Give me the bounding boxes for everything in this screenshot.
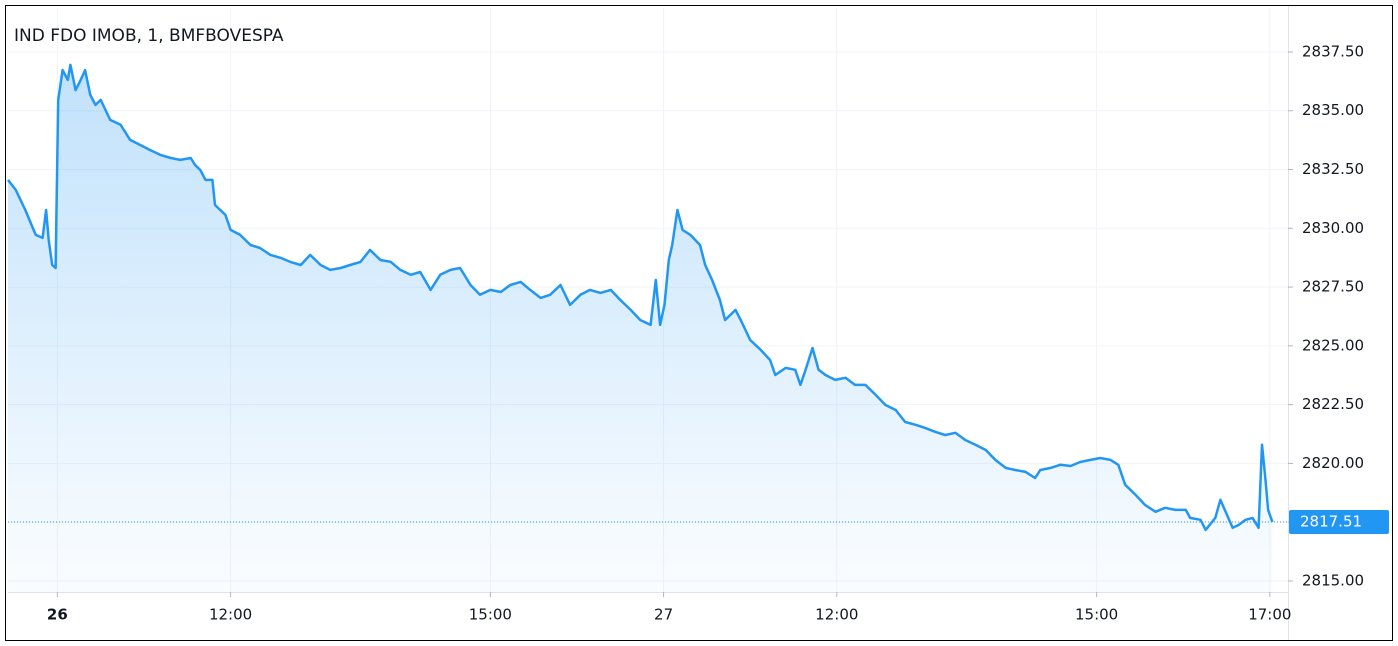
y-tick-label: 2830.00 <box>1302 219 1364 237</box>
last-price-box <box>1289 509 1389 534</box>
chart-title: IND FDO IMOB, 1, BMFBOVESPA <box>14 26 284 46</box>
x-tick-label: 15:00 <box>469 606 512 624</box>
x-tick-label: 12:00 <box>815 606 858 624</box>
y-tick-label: 2832.50 <box>1302 160 1364 178</box>
x-tick-label: 12:00 <box>209 606 252 624</box>
y-tick-label: 2822.50 <box>1302 395 1364 413</box>
x-tick-label: 17:00 <box>1248 606 1291 624</box>
x-tick-label: 27 <box>654 606 673 624</box>
price-line <box>7 63 1274 532</box>
plot <box>7 63 1288 592</box>
y-tick-label: 2827.50 <box>1302 278 1364 296</box>
y-tick-label: 2825.00 <box>1302 336 1364 354</box>
x-tick-label: 15:00 <box>1075 606 1118 624</box>
y-tick-label: 2815.00 <box>1302 571 1364 589</box>
y-tick-label: 2837.50 <box>1302 42 1364 60</box>
x-tick-label: 26 <box>47 606 68 624</box>
y-tick-label: 2835.00 <box>1302 101 1364 119</box>
y-tick-label: 2820.00 <box>1302 454 1364 472</box>
last-price-label: 2817.51 <box>1300 512 1362 530</box>
area <box>8 64 1273 592</box>
labels: 2815.002817.502820.002822.502825.002827.… <box>47 42 1389 624</box>
